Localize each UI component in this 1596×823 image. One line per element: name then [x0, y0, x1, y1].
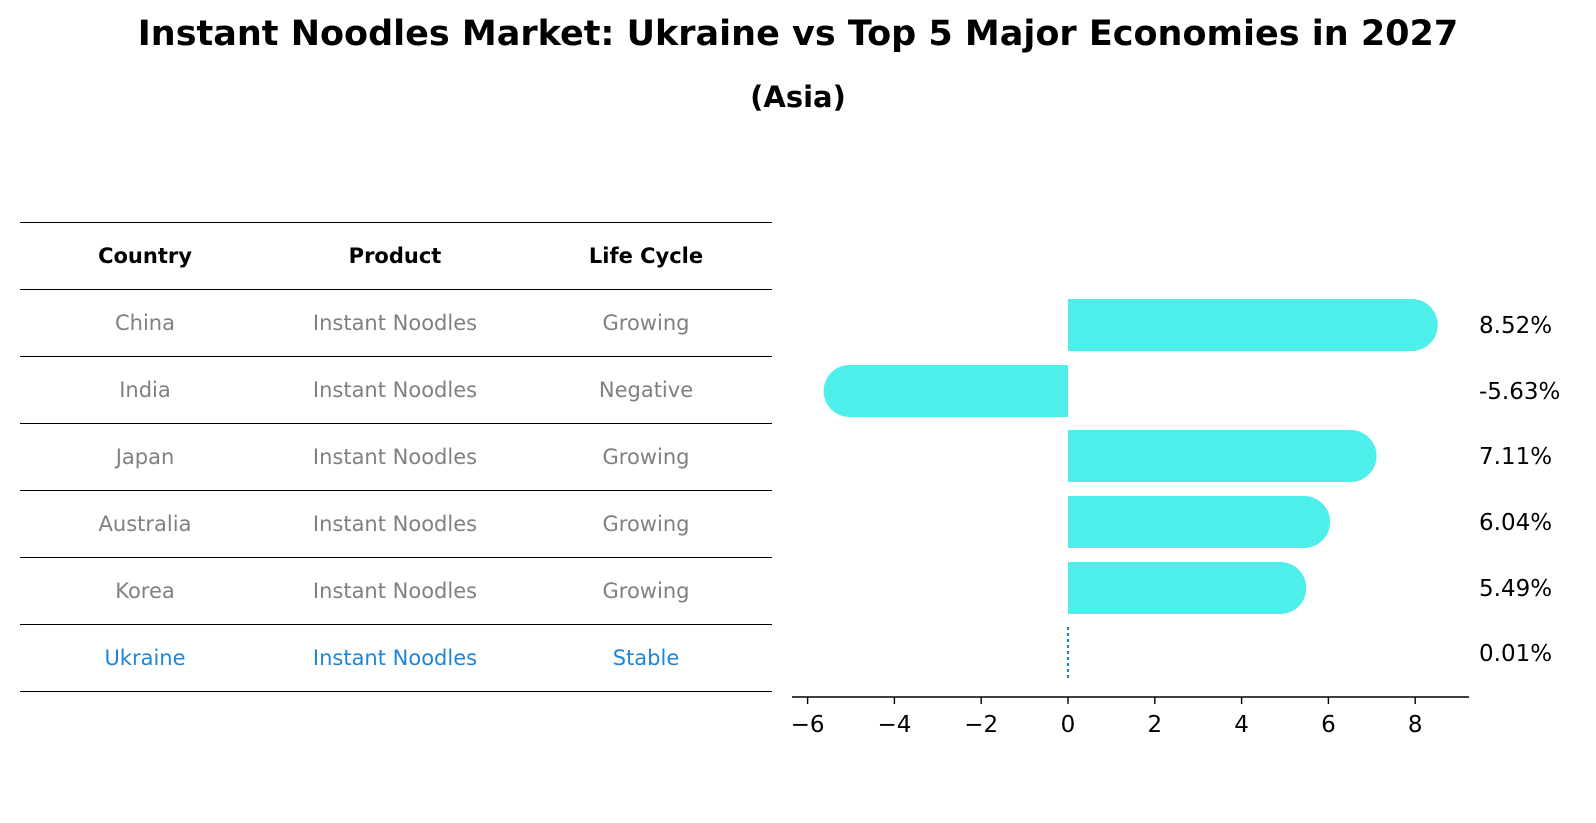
- bar-australia: [1068, 496, 1331, 548]
- x-tick-label: 8: [1408, 712, 1423, 738]
- x-tick-label: 6: [1321, 712, 1336, 738]
- x-tick-label: −6: [791, 712, 825, 738]
- value-label-china: 8.52%: [1479, 313, 1552, 339]
- chart-subtitle: (Asia): [750, 80, 846, 114]
- product-cell: Instant Noodles: [312, 311, 478, 335]
- life-cycle-cell: Growing: [602, 311, 690, 335]
- table-row: China Instant Noodles Growing: [20, 289, 772, 356]
- table-row: Korea Instant Noodles Growing: [20, 557, 772, 624]
- x-tick-label: −4: [877, 712, 911, 738]
- life-cycle-cell: Growing: [602, 579, 690, 603]
- life-cycle-cell: Stable: [612, 646, 680, 670]
- product-cell: Instant Noodles: [312, 646, 478, 670]
- x-tick-label: 2: [1147, 712, 1162, 738]
- product-cell: Instant Noodles: [312, 378, 478, 402]
- header-life-cycle: Life Cycle: [588, 244, 704, 268]
- life-cycle-cell: Negative: [598, 378, 694, 402]
- country-cell: Korea: [115, 579, 175, 603]
- value-label-japan: 7.11%: [1479, 444, 1552, 470]
- table-row-highlighted: Ukraine Instant Noodles Stable: [20, 624, 772, 692]
- header-product: Product: [348, 244, 442, 268]
- country-cell: Australia: [98, 512, 192, 536]
- bar-japan: [1068, 430, 1377, 482]
- life-cycle-table: Country Product Life Cycle China Instant…: [20, 222, 772, 692]
- table-header-row: Country Product Life Cycle: [20, 222, 772, 289]
- x-tick-label: 0: [1061, 712, 1076, 738]
- value-label-australia: 6.04%: [1479, 510, 1552, 536]
- product-cell: Instant Noodles: [312, 512, 478, 536]
- value-label-india: -5.63%: [1479, 379, 1560, 405]
- value-label-ukraine: 0.01%: [1479, 641, 1552, 667]
- country-cell: India: [119, 378, 171, 402]
- x-tick-label: 4: [1234, 712, 1249, 738]
- product-cell: Instant Noodles: [312, 579, 478, 603]
- header-country: Country: [98, 244, 192, 268]
- life-cycle-cell: Growing: [602, 512, 690, 536]
- country-cell: Japan: [115, 445, 175, 469]
- value-label-korea: 5.49%: [1479, 576, 1552, 602]
- x-tick-label: −2: [964, 712, 998, 738]
- bar-korea: [1068, 562, 1307, 614]
- chart-title: Instant Noodles Market: Ukraine vs Top 5…: [137, 14, 1459, 54]
- bar-india: [823, 365, 1068, 417]
- country-cell: China: [115, 311, 175, 335]
- country-cell: Ukraine: [104, 646, 186, 670]
- table-row: India Instant Noodles Negative: [20, 356, 772, 423]
- table-row: Australia Instant Noodles Growing: [20, 490, 772, 557]
- life-cycle-cell: Growing: [602, 445, 690, 469]
- bar-china: [1068, 299, 1438, 351]
- table-row: Japan Instant Noodles Growing: [20, 423, 772, 490]
- product-cell: Instant Noodles: [312, 445, 478, 469]
